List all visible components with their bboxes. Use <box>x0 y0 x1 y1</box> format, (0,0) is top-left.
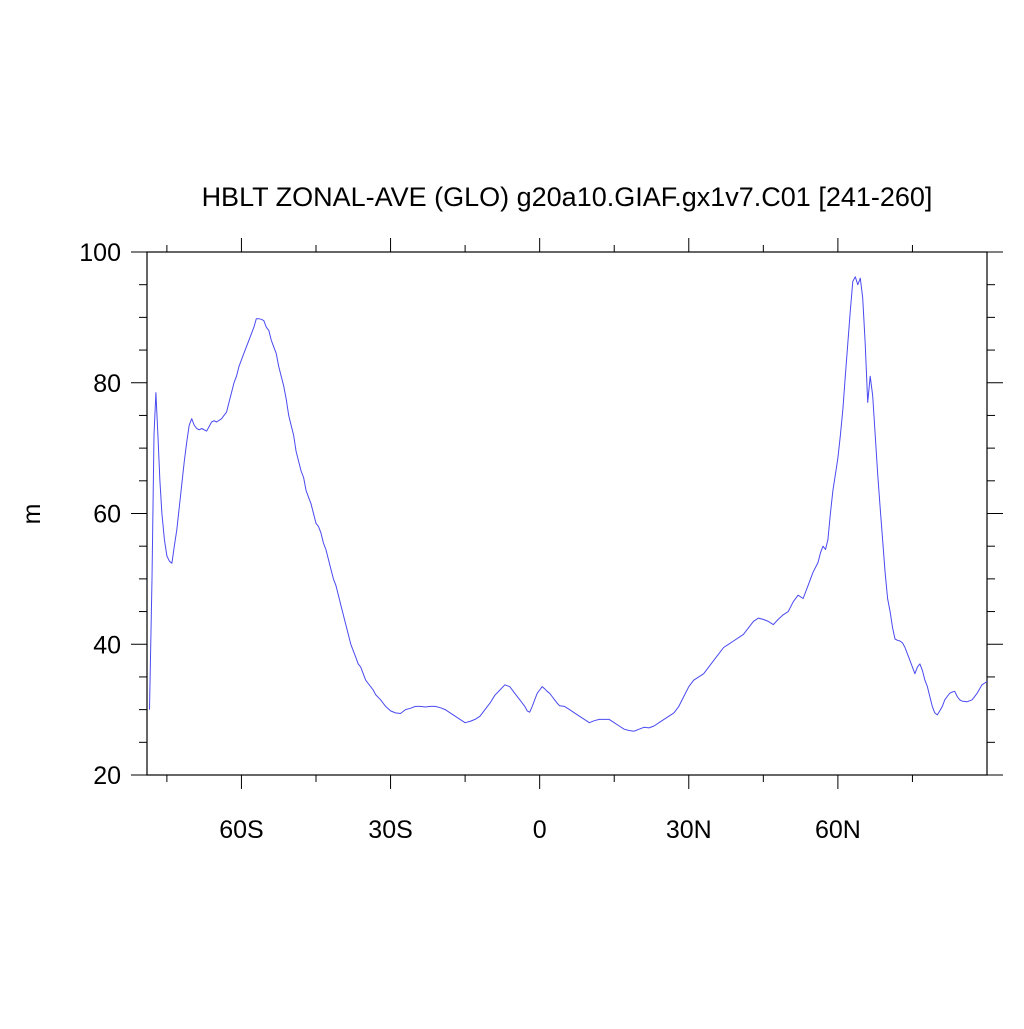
plot-area: 60S 30S 0 30N 60N 20 40 60 80 100 <box>79 238 1003 844</box>
y-axis-label: m <box>18 504 46 525</box>
y-tick-label: 40 <box>93 631 121 659</box>
y-tick-label: 20 <box>93 762 121 790</box>
data-line-series-0 <box>149 276 988 732</box>
x-tick-label: 0 <box>533 816 547 844</box>
y-tick-label: 100 <box>79 239 121 267</box>
x-tick-label: 30S <box>368 816 412 844</box>
x-tick-label: 30N <box>666 816 712 844</box>
y-tick-label: 60 <box>93 501 121 529</box>
x-tick-label: 60N <box>815 816 861 844</box>
y-tick-label: 80 <box>93 370 121 398</box>
chart-title: HBLT ZONAL-AVE (GLO) g20a10.GIAF.gx1v7.C… <box>202 182 933 212</box>
x-tick-label: 60S <box>219 816 263 844</box>
